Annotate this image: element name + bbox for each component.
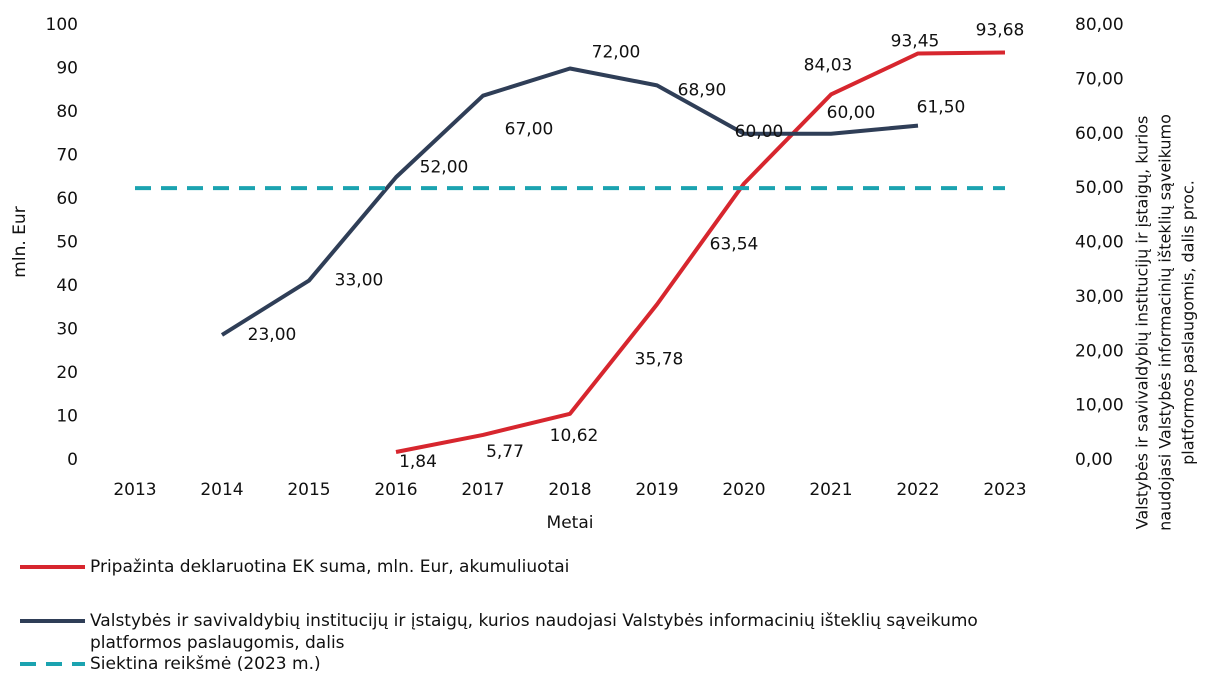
data-label: 93,68 bbox=[976, 20, 1025, 40]
data-label: 63,54 bbox=[710, 235, 759, 255]
data-label: 61,50 bbox=[917, 98, 966, 118]
y-tick-label: 40 bbox=[56, 276, 78, 296]
x-tick-label: 2021 bbox=[809, 480, 852, 500]
x-tick-label: 2023 bbox=[983, 480, 1026, 500]
y-tick-label: 50 bbox=[56, 233, 78, 253]
y-axis-title: mln. Eur bbox=[10, 206, 30, 277]
y-tick-label: 0 bbox=[67, 450, 78, 470]
y-tick-label: 90 bbox=[56, 59, 78, 79]
data-label: 60,00 bbox=[735, 122, 784, 142]
series-line bbox=[220, 66, 919, 337]
x-axis-title: Metai bbox=[547, 513, 594, 533]
data-label: 84,03 bbox=[804, 55, 853, 75]
y2-tick-label: 60,00 bbox=[1075, 124, 1124, 144]
data-label: 60,00 bbox=[827, 103, 876, 123]
data-label: 72,00 bbox=[592, 43, 641, 63]
y2-tick-label: 40,00 bbox=[1075, 233, 1124, 253]
y-tick-label: 60 bbox=[56, 189, 78, 209]
x-tick-label: 2015 bbox=[287, 480, 330, 500]
y2-tick-label: 30,00 bbox=[1075, 287, 1124, 307]
data-label: 35,78 bbox=[635, 349, 684, 369]
data-label: 33,00 bbox=[335, 271, 384, 291]
data-label: 52,00 bbox=[420, 157, 469, 177]
y-tick-label: 100 bbox=[46, 15, 78, 35]
y2-tick-label: 70,00 bbox=[1075, 69, 1124, 89]
y2-tick-label: 50,00 bbox=[1075, 178, 1124, 198]
y2-tick-label: 80,00 bbox=[1075, 15, 1124, 35]
data-label: 68,90 bbox=[678, 80, 727, 100]
legend-label: Valstybės ir savivaldybių institucijų ir… bbox=[90, 611, 978, 653]
data-label: 1,84 bbox=[399, 452, 437, 472]
x-tick-label: 2017 bbox=[461, 480, 504, 500]
legend-label: Siektina reikšmė (2023 m.) bbox=[90, 654, 321, 674]
data-label: 5,77 bbox=[486, 442, 524, 462]
data-label: 10,62 bbox=[550, 426, 599, 446]
x-tick-label: 2019 bbox=[635, 480, 678, 500]
x-tick-label: 2013 bbox=[113, 480, 156, 500]
data-label: 93,45 bbox=[891, 31, 940, 51]
y2-axis-title: Valstybės ir savivaldybių institucijų ir… bbox=[1132, 114, 1198, 531]
data-label: 23,00 bbox=[248, 325, 297, 345]
series-line bbox=[395, 50, 1006, 454]
x-tick-label: 2020 bbox=[722, 480, 765, 500]
data-label: 67,00 bbox=[505, 120, 554, 140]
y-tick-label: 80 bbox=[56, 102, 78, 122]
x-tick-label: 2022 bbox=[896, 480, 939, 500]
y-tick-label: 30 bbox=[56, 320, 78, 340]
x-tick-label: 2014 bbox=[200, 480, 243, 500]
x-tick-label: 2018 bbox=[548, 480, 591, 500]
y-tick-label: 70 bbox=[56, 146, 78, 166]
y-tick-label: 20 bbox=[56, 363, 78, 383]
y2-tick-label: 0,00 bbox=[1075, 450, 1113, 470]
y-tick-label: 10 bbox=[56, 407, 78, 427]
legend-label: Pripažinta deklaruotina EK suma, mln. Eu… bbox=[90, 557, 570, 577]
y2-tick-label: 20,00 bbox=[1075, 341, 1124, 361]
x-tick-label: 2016 bbox=[374, 480, 417, 500]
y2-tick-label: 10,00 bbox=[1075, 396, 1124, 416]
